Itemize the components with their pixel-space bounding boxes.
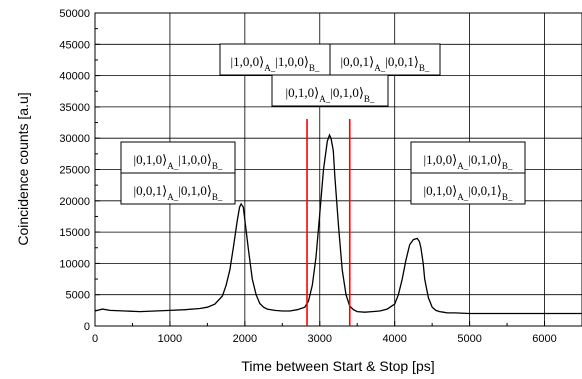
ket-text: |0,0,1⟩A_|0,0,1⟩B_ [341,54,430,73]
ket-right-2: |0,1,0⟩A_|0,0,1⟩B_ [424,183,513,202]
y-tick-label: 10000 [59,258,90,270]
ket-text: |0,1,0⟩A_|0,1,0⟩B_ [286,85,375,104]
y-tick-labels: 0 5000 10000 15000 20000 25000 30000 35000 40000… [59,8,90,333]
y-tick-label: 45000 [59,39,90,51]
x-tick-labels: 0 1000 2000 3000 4000 5000 6000 [92,333,557,345]
x-tick-label: 3000 [308,333,332,345]
x-axis-title: Time between Start & Stop [ps] [241,358,434,374]
annotation-middle: |1,0,0⟩A_|1,0,0⟩B_ |0,0,1⟩A_|0,0,1⟩B_ |0… [219,43,441,107]
x-tick-label: 5000 [457,333,481,345]
red-marker-lines [306,119,351,326]
ket-middle-1: |1,0,0⟩A_|1,0,0⟩B_ [231,54,320,73]
y-tick-label: 50000 [59,8,90,20]
ket-text: |0,1,0⟩A_|1,0,0⟩B_ [134,152,223,171]
y-tick-label: 25000 [59,165,90,177]
x-tick-label: 1000 [158,333,182,345]
y-axis-title: Coincidence counts [a.u] [15,92,31,245]
annotation-right: |1,0,0⟩A_|0,1,0⟩B_ |0,1,0⟩A_|0,0,1⟩B_ [410,141,526,205]
ket-left-2: |0,0,1⟩A_|0,1,0⟩B_ [134,183,223,202]
y-tick-label: 15000 [59,227,90,239]
x-tick-label: 2000 [233,333,257,345]
x-tick-label: 6000 [532,333,556,345]
x-tick-label: 0 [92,333,98,345]
y-tick-label: 20000 [59,196,90,208]
ket-text: |0,0,1⟩A_|0,1,0⟩B_ [134,183,223,202]
ket-left-1: |0,1,0⟩A_|1,0,0⟩B_ [134,152,223,171]
y-tick-label: 5000 [66,290,90,302]
ket-middle-3: |0,1,0⟩A_|0,1,0⟩B_ [286,85,375,104]
y-tick-label: 35000 [59,102,90,114]
ket-middle-2: |0,0,1⟩A_|0,0,1⟩B_ [341,54,430,73]
ket-text: |1,0,0⟩A_|0,1,0⟩B_ [424,152,513,171]
y-tick-label: 30000 [59,133,90,145]
y-tick-label: 0 [84,321,90,333]
ket-right-1: |1,0,0⟩A_|0,1,0⟩B_ [424,152,513,171]
series-group [94,133,582,315]
y-tick-label: 40000 [59,71,90,83]
axis-ticks [94,12,546,327]
ket-text: |1,0,0⟩A_|1,0,0⟩B_ [231,54,320,73]
x-tick-label: 4000 [382,333,406,345]
series-line [94,133,582,315]
ket-text: |0,1,0⟩A_|0,0,1⟩B_ [424,183,513,202]
annotation-left: |0,1,0⟩A_|1,0,0⟩B_ |0,0,1⟩A_|0,1,0⟩B_ [120,141,236,205]
